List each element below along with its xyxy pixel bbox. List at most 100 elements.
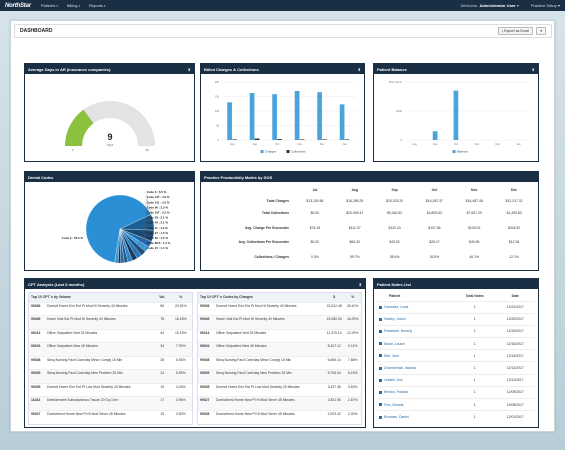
table-row[interactable]: 99309 Sbsq Nursing Facil Care/day New Pro… — [198, 369, 361, 383]
patient-name-cell[interactable]: Witt, John — [377, 350, 454, 362]
table-row[interactable]: 99349 Home Visit Est Pt Mod Hi Severity 4… — [29, 315, 192, 329]
cpt-percent: 3.50% — [175, 411, 186, 416]
slice-label: Code 50 : 1.5 % — [147, 236, 169, 240]
patient-name[interactable]: Lindahl, Ann — [384, 378, 403, 383]
list-item[interactable]: Finn, Brenda 1 12/05/2017 — [377, 398, 535, 411]
patient-name[interactable]: Hartley, Joann — [384, 317, 406, 322]
download-icon[interactable]: ⬇ — [358, 281, 362, 287]
nav-reports[interactable]: Reports▾ — [89, 3, 106, 8]
bar[interactable] — [249, 93, 255, 140]
bar[interactable] — [432, 131, 438, 140]
col-header: Top 10 CPT 's Codes by Charges — [200, 295, 253, 300]
pie-slice[interactable] — [114, 228, 121, 264]
table-row[interactable]: 99308 Sbsq Nursing Facil Care/day Minor C… — [29, 356, 192, 370]
patient-name-cell[interactable]: Gonzalez, Lucia — [377, 301, 454, 313]
list-item[interactable]: Gonzalez, Lucia 1 12/21/2017 — [377, 301, 535, 313]
metric-value: $107.56 — [428, 225, 441, 230]
list-item[interactable]: Brinton, Patricia 1 12/09/2017 — [377, 386, 535, 398]
bar[interactable] — [339, 104, 345, 140]
bar[interactable] — [227, 102, 232, 140]
list-item[interactable]: Witt, John 1 12/14/2017 — [377, 349, 535, 362]
patient-name[interactable]: Bowman, Daniel — [384, 415, 409, 420]
user-menu[interactable]: Welcome, Administrator User ▾ — [461, 3, 519, 8]
patient-name[interactable]: Potashnik, Beverly — [384, 329, 413, 334]
patient-name[interactable]: Nolan, Louise — [384, 341, 405, 346]
patient-name-cell[interactable]: Bowman, Daniel — [377, 411, 454, 423]
cpt-description: Domicil Home E/m Est Pt Low Mod Severity… — [216, 384, 300, 389]
table-row[interactable]: 99335 Domicil Home E/m Est Pt Low Mod Sev… — [29, 383, 192, 397]
list-item[interactable]: Nolan, Louise 1 12/16/2017 — [377, 337, 535, 350]
bar[interactable] — [232, 139, 237, 140]
download-icon[interactable]: ⬇ — [357, 66, 361, 72]
nav-patients[interactable]: Patients▾ — [41, 3, 58, 8]
patient-name[interactable]: Gonzalez, Lucia — [384, 305, 409, 310]
cpt-code: 99327 — [200, 398, 210, 402]
bar[interactable] — [299, 139, 305, 140]
productivity-matrix-panel: Practice Productivity Matrix by DOS Jul … — [200, 171, 539, 271]
export-excel-button[interactable]: ⤓ Export as Excel — [497, 27, 534, 35]
download-icon[interactable]: ⬇ — [187, 66, 191, 72]
patient-name-cell[interactable]: Lindahl, Ann — [377, 374, 454, 386]
patient-name[interactable]: Brinton, Patricia — [384, 390, 408, 395]
patient-name-cell[interactable]: Nolan, Louise — [377, 338, 454, 350]
dashboard-menu-button[interactable]: ▾ — [536, 27, 546, 35]
bar[interactable] — [254, 138, 260, 140]
app-logo[interactable]: NorthStar — [5, 2, 31, 9]
cpt-percent: 9.11% — [348, 344, 358, 348]
download-icon[interactable]: ⬇ — [531, 66, 535, 72]
list-item[interactable]: Chamberlain, Wanda 1 12/12/2017 — [377, 361, 535, 374]
patient-name[interactable]: Witt, John — [384, 353, 400, 358]
note-date: 12/12/2017 — [506, 366, 524, 371]
patient-name-cell[interactable]: Potashnik, Beverly — [377, 325, 454, 337]
bar[interactable] — [453, 90, 459, 140]
cpt-description: Office Outpatient Visit 25 Minutes — [216, 330, 267, 335]
bar[interactable] — [277, 139, 282, 140]
user-name: Administrator User — [479, 3, 516, 8]
note-icon — [379, 305, 382, 309]
list-item[interactable]: Lindahl, Ann 1 12/11/2017 — [377, 374, 535, 386]
table-row[interactable]: 11042 Debridement Subcutaneous Tissue 20 … — [29, 396, 192, 410]
table-row[interactable]: 99327 Domicil/rest Home New Pt Hi Mod Sev… — [198, 396, 361, 410]
practice-setup-menu[interactable]: Practice Setup ▾ — [531, 3, 560, 8]
table-row[interactable]: 99214 Office Outpatient Visit 25 Minutes 1… — [198, 329, 361, 343]
bar[interactable] — [322, 139, 327, 140]
metric-value: 35.6% — [389, 254, 400, 259]
list-item[interactable]: Bowman, Daniel 1 12/01/2017 — [377, 410, 535, 423]
bar[interactable] — [317, 92, 322, 140]
table-row[interactable]: 99327 Domicil/rest Home New Pt Hi Mod Sev… — [29, 410, 192, 424]
cpt-description: Home Visit Est Pt Mod Hi Severity 40 Min… — [47, 317, 116, 321]
patient-name-cell[interactable]: Hartley, Joann — [377, 313, 454, 325]
table-row[interactable]: 99335 Domicil Home E/m Est Pt Low Mod Sev… — [198, 383, 361, 397]
top-navigation-bar: NorthStar Patients▾ Billing▾ Reports▾ We… — [0, 0, 565, 11]
table-row[interactable]: 99308 Sbsq Nursing Facil Care/day Minor C… — [198, 356, 361, 370]
patient-name[interactable]: Chamberlain, Wanda — [384, 366, 416, 371]
table-row[interactable]: 99204 Office Outpatient New 45 Minutes 34 7… — [29, 342, 192, 356]
list-item[interactable]: Hartley, Joann 1 12/20/2017 — [377, 313, 535, 325]
patient-name-cell[interactable]: Chamberlain, Wanda — [377, 362, 454, 374]
patient-name-cell[interactable]: Brinton, Patricia — [377, 386, 454, 398]
patient-name[interactable]: Finn, Brenda — [384, 402, 404, 407]
bar[interactable] — [344, 139, 350, 140]
bar[interactable] — [272, 94, 277, 140]
x-tick-label: Oct — [275, 142, 279, 146]
table-row[interactable]: 99326 Domicil/rest Home New Pt Hi Mod Sev… — [198, 410, 361, 424]
patient-notes-table: Patient Total Notes Date Gonzalez, Lucia… — [377, 292, 535, 423]
legend-label: Charges — [265, 150, 277, 154]
cpt-description: Office Outpatient New 45 Minutes — [47, 344, 98, 348]
table-row[interactable]: 99204 Office Outpatient New 45 Minutes 8,1… — [198, 342, 361, 356]
patient-name-cell[interactable]: Finn, Brenda — [377, 399, 454, 411]
table-row[interactable]: 99349 Home Visit Est Pt Mod Hi Severity 4… — [198, 315, 361, 329]
metric-value: 59.7% — [349, 254, 360, 259]
metric-value: $28.47 — [429, 240, 440, 244]
panel-body: Code 2 : 56.5 % Code 3 : 6.5 % Code 137 : … — [25, 182, 194, 271]
table-row[interactable]: 99336 Domicil Home E/m Est Pt Mod Hi Seve… — [29, 302, 192, 316]
nav-billing[interactable]: Billing▾ — [67, 3, 80, 8]
bar[interactable] — [294, 90, 300, 140]
pie-slice[interactable] — [85, 194, 152, 263]
list-item[interactable]: Potashnik, Beverly 1 12/19/2017 — [377, 325, 535, 337]
table-row[interactable]: 99214 Office Outpatient Visit 25 Minutes 6… — [29, 329, 192, 343]
panel-title: Patient Notes List — [377, 281, 411, 287]
table-row[interactable]: 99309 Sbsq Nursing Facil Care/day New Pro… — [29, 369, 192, 383]
cpt-volume: 34 — [160, 344, 165, 348]
table-row[interactable]: 99336 Domicil Home E/m Est Pt Mod Hi Seve… — [198, 302, 361, 316]
